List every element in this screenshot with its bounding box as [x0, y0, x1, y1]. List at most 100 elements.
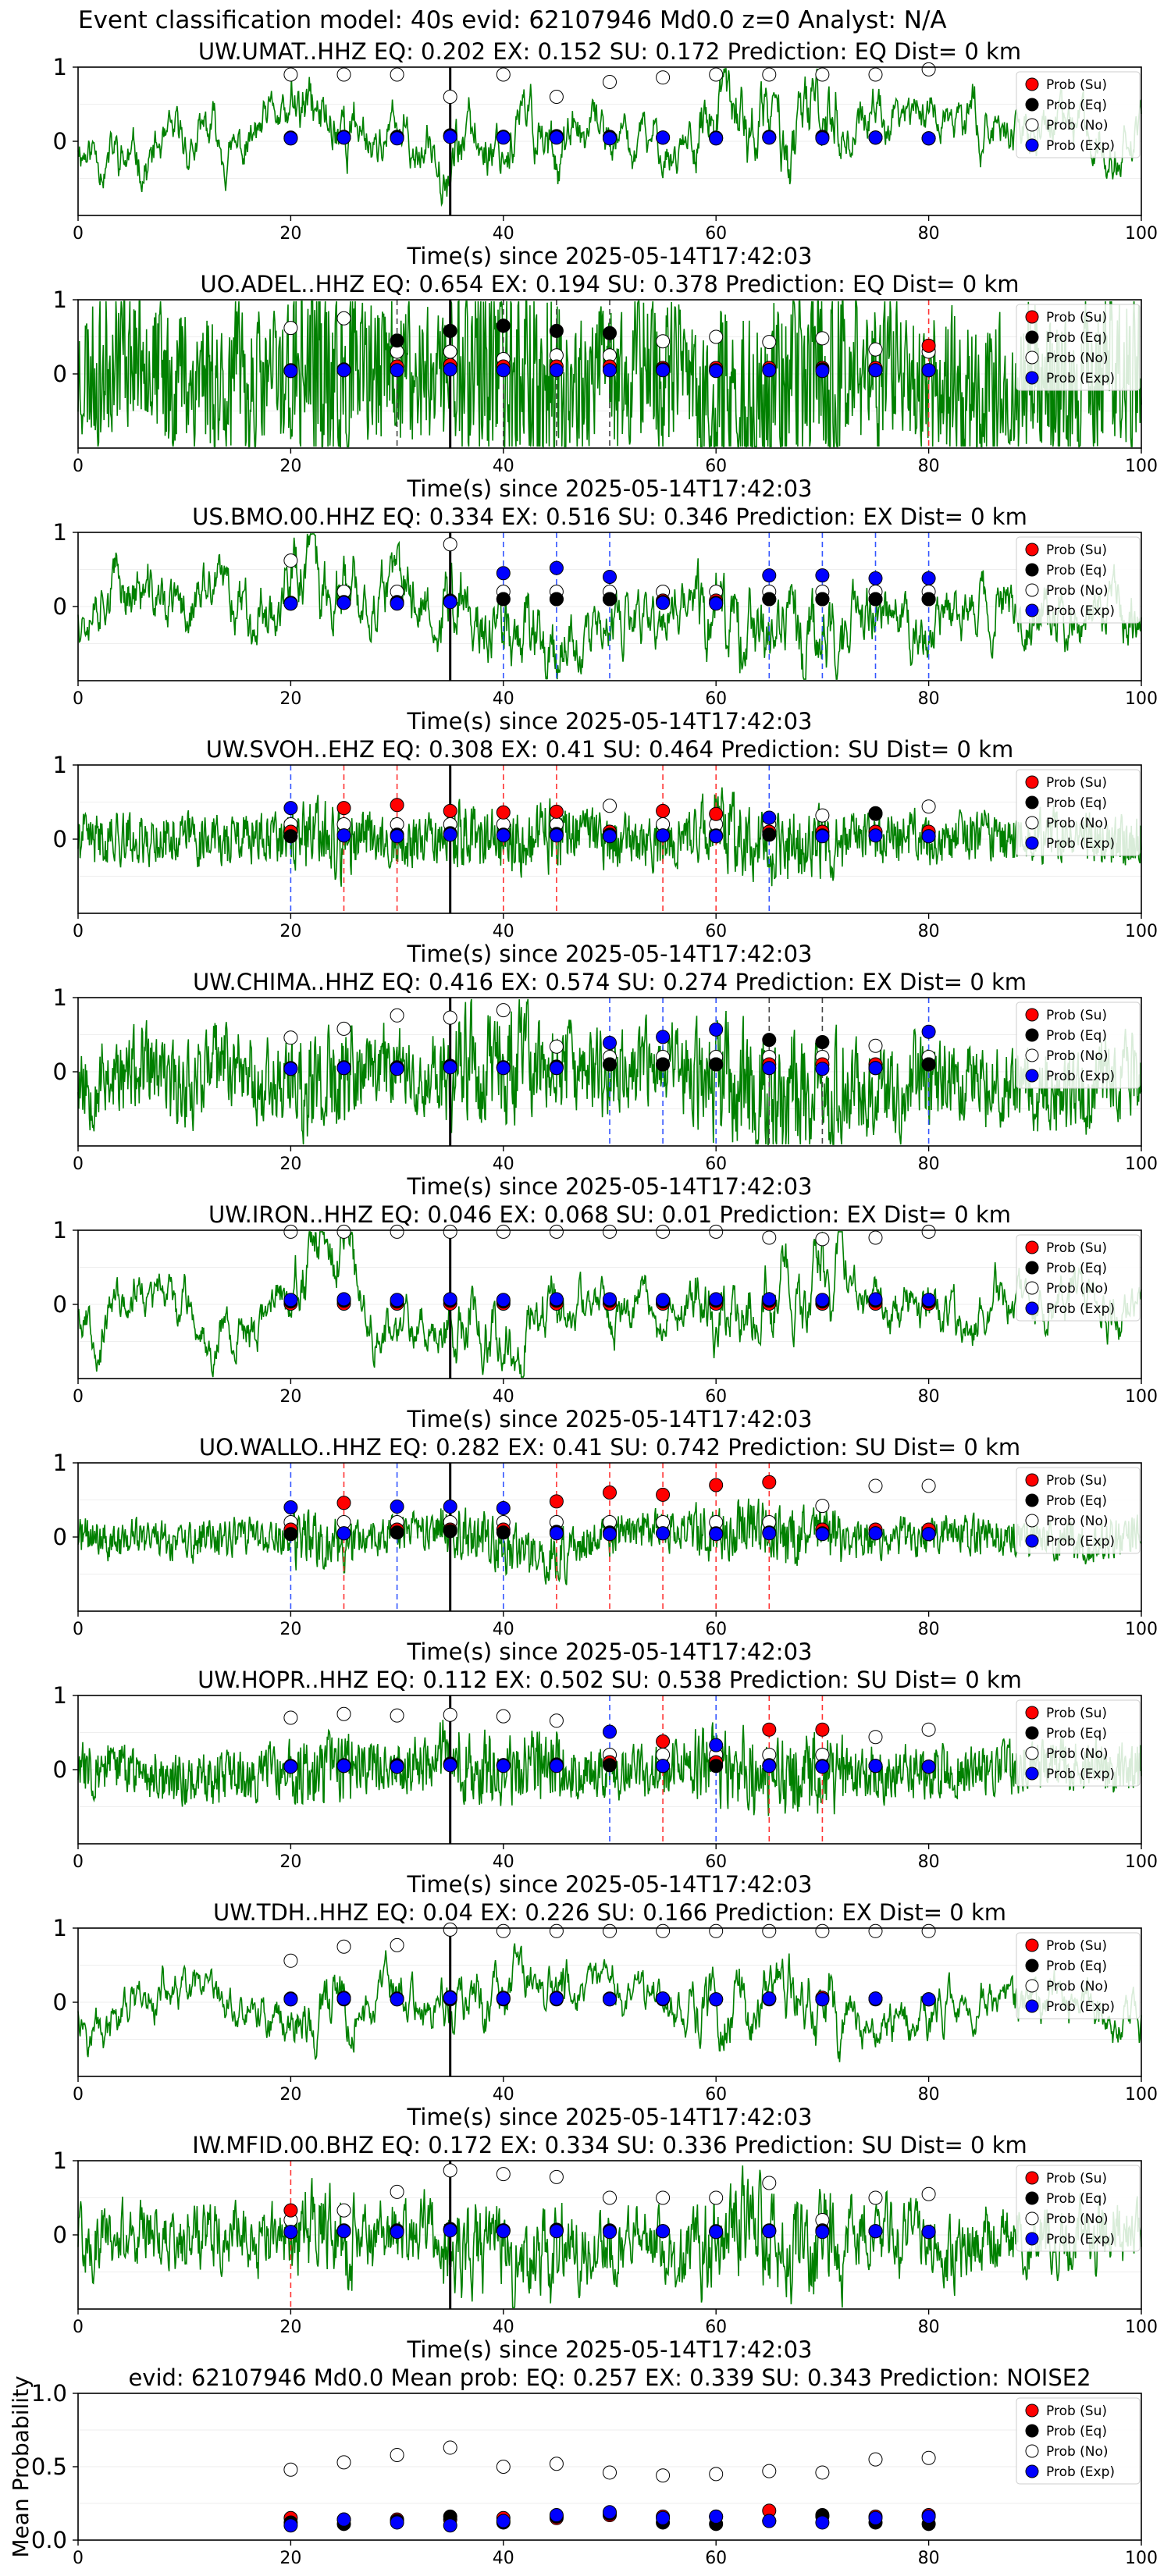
prob-point-su [283, 2203, 298, 2218]
prob-point-exp [603, 1724, 617, 1739]
prob-point-no [656, 1923, 671, 1938]
prob-point-exp [709, 596, 724, 611]
legend-marker-su [1025, 310, 1039, 324]
prob-point-eq [762, 827, 777, 842]
legend-label-su: Prob (Su) [1046, 543, 1107, 558]
prob-point-exp [868, 1061, 883, 1076]
prob-point-no [390, 2184, 404, 2199]
prob-point-exp [443, 1500, 457, 1514]
prob-point-exp [283, 596, 298, 611]
x-axis-label: Time(s) since 2025-05-14T17:42:03 [407, 2104, 813, 2130]
prob-point-exp [496, 566, 511, 581]
x-tick-label: 60 [705, 1155, 727, 1174]
panel-title: US.BMO.00.HHZ EQ: 0.334 EX: 0.516 SU: 0.… [192, 503, 1027, 530]
prob-point-su [921, 338, 936, 353]
prob-point-no [283, 67, 298, 82]
figure-title-box: Event classification model: 40s evid: 62… [78, 6, 947, 34]
prob-point-exp [496, 828, 511, 843]
legend-box [1016, 1002, 1141, 1089]
legend-label-su: Prob (Su) [1046, 1706, 1107, 1721]
prob-point-exp [868, 1526, 883, 1541]
x-tick-label: 80 [918, 2318, 940, 2337]
legend-label-eq: Prob (Eq) [1046, 1959, 1107, 1974]
prob-point-exp [815, 2515, 830, 2530]
prob-point-eq [283, 829, 298, 844]
x-tick-label: 20 [279, 1620, 301, 1639]
prob-point-exp [443, 130, 457, 144]
legend-marker-eq [1025, 1028, 1039, 1042]
prob-point-no [283, 2462, 298, 2477]
legend-label-eq: Prob (Eq) [1046, 2191, 1107, 2207]
prob-point-no [496, 1224, 511, 1239]
y-tick-label: 0 [53, 2222, 67, 2248]
legend-marker-no [1025, 2444, 1039, 2458]
prob-point-su [603, 1485, 617, 1500]
legend-marker-eq [1025, 2191, 1039, 2205]
legend-label-exp: Prob (Exp) [1046, 138, 1115, 154]
prob-point-eq [496, 592, 511, 607]
prob-point-exp [603, 1292, 617, 1307]
prob-point-no [868, 2452, 883, 2467]
x-tick-label: 40 [493, 457, 514, 476]
prob-point-exp [603, 2225, 617, 2240]
prob-point-su [709, 806, 724, 821]
y-tick-label: 0.0 [31, 2527, 67, 2553]
prob-point-no [868, 342, 883, 357]
prob-point-eq [921, 1057, 936, 1072]
legend-marker-su [1025, 543, 1039, 557]
legend-label-no: Prob (No) [1046, 1281, 1109, 1297]
prob-point-exp [868, 2510, 883, 2525]
prob-point-eq [603, 1057, 617, 1072]
prob-point-no [443, 344, 457, 359]
prob-point-no [443, 1010, 457, 1025]
legend-box [1016, 1932, 1141, 2019]
prob-point-no [868, 1230, 883, 1245]
prob-point-exp [603, 1992, 617, 2007]
y-tick-label: 1 [53, 984, 67, 1011]
prob-point-su [656, 1487, 671, 1502]
prob-point-no [443, 1922, 457, 1937]
prob-point-su [549, 804, 564, 819]
prob-point-exp [496, 1061, 511, 1076]
prob-point-exp [603, 2505, 617, 2520]
x-tick-label: 80 [918, 689, 940, 709]
legend-marker-exp [1025, 1301, 1039, 1315]
legend-marker-eq [1025, 2424, 1039, 2438]
x-tick-label: 100 [1125, 1620, 1158, 1639]
prob-point-exp [283, 1759, 298, 1774]
prob-point-exp [390, 1293, 404, 1308]
prob-point-exp [868, 828, 883, 843]
legend-marker-no [1025, 1281, 1039, 1295]
legend-box [1016, 1699, 1141, 1787]
prob-point-exp [283, 2518, 298, 2533]
panel-title: evid: 62107946 Md0.0 Mean prob: EQ: 0.25… [128, 2364, 1091, 2391]
legend-marker-exp [1025, 1767, 1039, 1781]
prob-point-no [815, 808, 830, 823]
prob-point-eq [443, 1524, 457, 1539]
legend-label-exp: Prob (Exp) [1046, 2232, 1115, 2247]
prob-point-no [603, 1224, 617, 1239]
prob-point-exp [336, 596, 351, 610]
x-axis-label: Time(s) since 2025-05-14T17:42:03 [407, 243, 813, 269]
legend-label-exp: Prob (Exp) [1046, 603, 1115, 619]
x-tick-label: 0 [73, 689, 84, 709]
x-tick-label: 20 [279, 2085, 301, 2105]
prob-point-no [443, 90, 457, 104]
x-tick-label: 100 [1125, 1387, 1158, 1407]
prob-point-exp [390, 1500, 404, 1514]
x-tick-label: 100 [1125, 2549, 1158, 2568]
prob-point-no [815, 1499, 830, 1514]
prob-point-su [549, 1494, 564, 1509]
prob-point-exp [496, 1293, 511, 1308]
prob-point-no [656, 334, 671, 349]
prob-point-su [762, 1722, 777, 1737]
x-tick-label: 80 [918, 1387, 940, 1407]
legend-box [1016, 71, 1141, 158]
prob-point-eq [549, 592, 564, 607]
x-tick-label: 60 [705, 1852, 727, 1872]
prob-point-no [868, 1730, 883, 1745]
prob-point-exp [656, 363, 671, 378]
x-tick-label: 100 [1125, 224, 1158, 244]
x-tick-label: 80 [918, 1620, 940, 1639]
